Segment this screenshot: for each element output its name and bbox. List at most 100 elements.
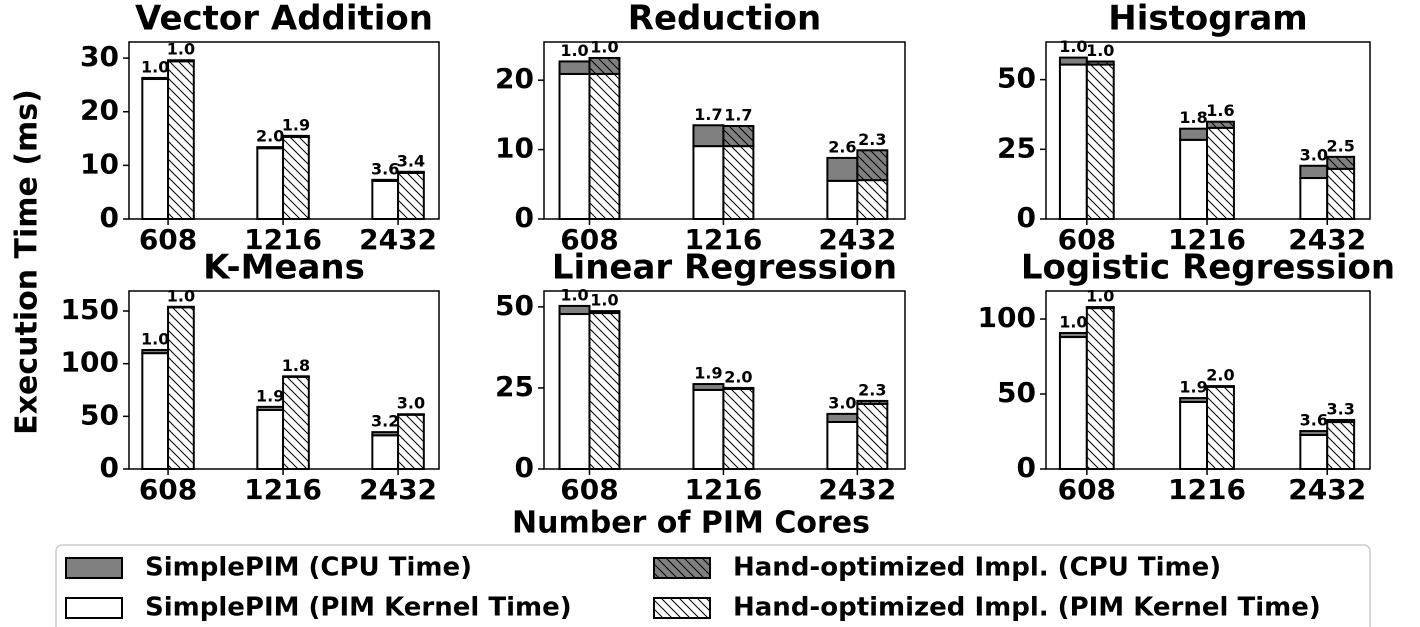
x-tick-label: 2432 bbox=[359, 473, 437, 506]
y-tick-label: 100 bbox=[61, 346, 119, 379]
bar-label: 1.9 bbox=[1179, 378, 1207, 397]
x-tick-label: 2432 bbox=[359, 223, 437, 256]
y-tick-label: 0 bbox=[1017, 201, 1036, 234]
legend-swatch bbox=[65, 597, 123, 619]
bar-label: 2.3 bbox=[858, 130, 886, 149]
bar-label: 1.8 bbox=[1179, 108, 1207, 127]
bar-label: 2.0 bbox=[724, 367, 752, 386]
x-tick-label: 2432 bbox=[818, 223, 896, 256]
legend-swatch bbox=[653, 557, 711, 579]
y-tick-label: 0 bbox=[515, 201, 534, 234]
chart-title: Vector Addition bbox=[135, 0, 433, 39]
bar-segment bbox=[371, 434, 400, 471]
bar-segment bbox=[826, 420, 859, 470]
plot-frame bbox=[543, 290, 906, 470]
bar-segment bbox=[588, 310, 621, 315]
bar-segment bbox=[1206, 385, 1235, 471]
bar-label: 3.6 bbox=[1300, 411, 1328, 430]
x-tick-label: 1216 bbox=[244, 473, 322, 506]
bar-segment bbox=[167, 59, 195, 63]
bar-segment bbox=[1058, 56, 1088, 66]
bar-label: 1.0 bbox=[590, 37, 618, 56]
bar-segment bbox=[397, 170, 425, 174]
bar-label: 3.0 bbox=[1300, 145, 1328, 164]
bar-segment bbox=[588, 312, 621, 470]
x-tick-label: 1216 bbox=[1168, 473, 1246, 506]
y-tick-label: 0 bbox=[1017, 451, 1036, 484]
bar-segment bbox=[282, 375, 310, 378]
bar-segment bbox=[856, 179, 889, 220]
bar-segment bbox=[1299, 433, 1329, 471]
x-tick-label: 608 bbox=[139, 473, 197, 506]
bar-label: 1.9 bbox=[694, 364, 722, 383]
bar-label: 1.0 bbox=[1086, 287, 1114, 306]
bar-segment bbox=[167, 305, 195, 309]
bar-label: 1.6 bbox=[1206, 101, 1234, 120]
bar-segment bbox=[1179, 400, 1209, 471]
y-tick-label: 20 bbox=[495, 62, 534, 95]
bar-label: 2.0 bbox=[256, 127, 284, 146]
legend-label: Hand-optimized Impl. (PIM Kernel Time) bbox=[733, 593, 1321, 623]
bar-segment bbox=[692, 388, 725, 470]
bar-segment bbox=[141, 78, 170, 220]
y-tick-label: 10 bbox=[80, 147, 119, 180]
bar-segment bbox=[1085, 306, 1115, 310]
y-tick-label: 100 bbox=[978, 301, 1036, 334]
bar-label: 1.0 bbox=[1059, 312, 1087, 331]
bar-segment bbox=[1299, 164, 1329, 180]
bar-segment bbox=[1179, 127, 1209, 141]
bar-segment bbox=[692, 124, 725, 148]
bar-segment bbox=[1085, 307, 1115, 470]
bar-segment bbox=[1326, 421, 1356, 470]
y-tick-label: 25 bbox=[997, 131, 1036, 164]
x-tick-label: 608 bbox=[1058, 223, 1116, 256]
bar-segment bbox=[588, 72, 621, 220]
y-axis-label: Execution Time (ms) bbox=[10, 89, 45, 435]
bar-label: 3.4 bbox=[397, 151, 425, 170]
y-tick-label: 50 bbox=[80, 398, 119, 431]
bar-segment bbox=[692, 383, 725, 391]
plot-frame bbox=[1045, 41, 1371, 220]
bar-segment bbox=[371, 431, 400, 437]
bar-segment bbox=[282, 375, 310, 470]
y-tick-label: 50 bbox=[997, 62, 1036, 95]
bar-label: 2.0 bbox=[1206, 366, 1234, 385]
bar-segment bbox=[856, 149, 889, 182]
bar-segment bbox=[826, 179, 859, 221]
bar-segment bbox=[1085, 63, 1115, 220]
bar-segment bbox=[256, 409, 285, 471]
bar-label: 3.0 bbox=[828, 393, 856, 412]
bar-segment bbox=[256, 405, 285, 412]
bar-segment bbox=[558, 72, 591, 220]
x-tick-label: 1216 bbox=[244, 223, 322, 256]
chart-title: Histogram bbox=[1108, 0, 1307, 39]
bar-segment bbox=[558, 60, 591, 75]
bar-segment bbox=[722, 145, 755, 220]
bar-label: 3.2 bbox=[371, 412, 399, 431]
bar-segment bbox=[371, 178, 400, 182]
bar-label: 3.0 bbox=[397, 394, 425, 413]
y-tick-label: 50 bbox=[495, 289, 534, 322]
bar-segment bbox=[141, 76, 170, 81]
x-tick-label: 2432 bbox=[1288, 223, 1366, 256]
bar-label: 1.0 bbox=[1059, 37, 1087, 56]
plot-frame bbox=[543, 41, 906, 220]
bar-segment bbox=[588, 56, 621, 75]
bar-segment bbox=[1179, 397, 1209, 403]
y-tick-label: 20 bbox=[80, 94, 119, 127]
bar-segment bbox=[397, 413, 425, 416]
plot-frame bbox=[1045, 290, 1371, 470]
bar-segment bbox=[1058, 331, 1088, 339]
bar-segment bbox=[1058, 63, 1088, 220]
bar-label: 1.0 bbox=[167, 286, 195, 305]
legend-box bbox=[55, 544, 1371, 627]
x-tick-label: 1216 bbox=[684, 223, 762, 256]
y-tick-label: 150 bbox=[61, 293, 119, 326]
chart-title: Reduction bbox=[628, 0, 821, 39]
bar-label: 1.0 bbox=[560, 41, 588, 60]
legend-label: Hand-optimized Impl. (CPU Time) bbox=[733, 553, 1221, 583]
plot-frame bbox=[128, 290, 440, 470]
y-tick-label: 25 bbox=[495, 370, 534, 403]
bar-segment bbox=[1326, 167, 1356, 220]
